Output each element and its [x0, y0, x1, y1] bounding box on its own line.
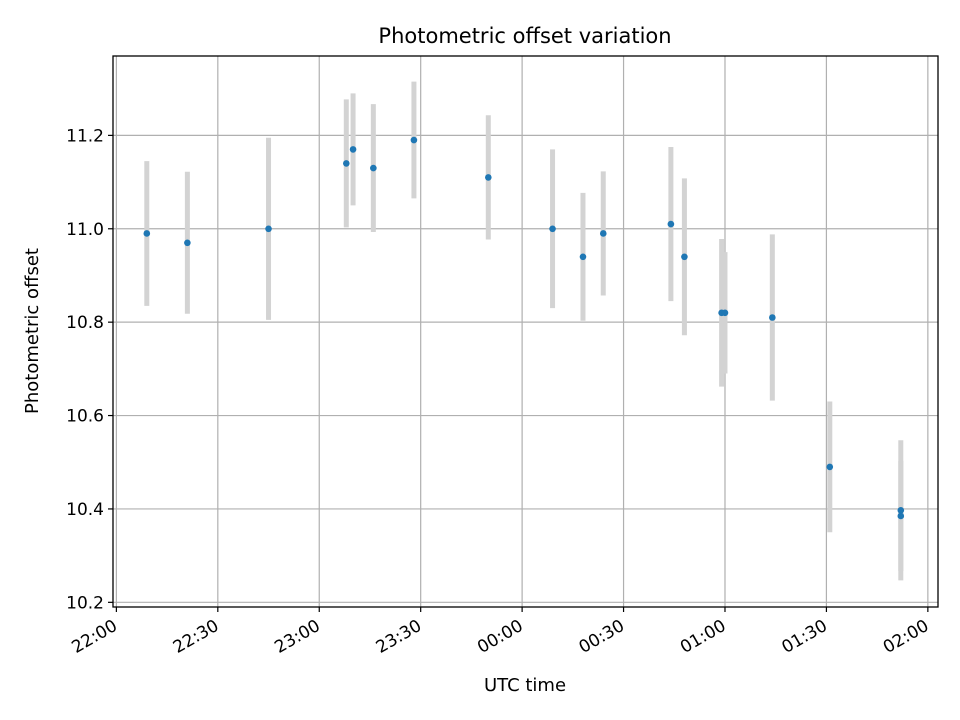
y-tick-label: 10.6 [66, 407, 104, 427]
x-axis-label: UTC time [484, 675, 566, 696]
data-point [143, 230, 151, 237]
data-point [265, 225, 272, 233]
x-tick-label: 01:00 [677, 616, 729, 658]
x-tick-label: 23:30 [373, 616, 425, 658]
grid [113, 56, 938, 607]
x-axis-ticks: 22:00 22:30 23:00 23:30 00:00 00:30 01:00 01:30… [68, 607, 932, 658]
data-point [349, 146, 357, 153]
y-tick-label: 10.2 [66, 593, 104, 613]
data-point [410, 136, 418, 144]
x-tick-label: 22:30 [170, 616, 222, 658]
data-point [769, 314, 776, 321]
y-axis-ticks: 10.2 10.4 10.6 10.8 11.0 11.2 [66, 126, 113, 613]
data-point [485, 174, 492, 181]
data-point [897, 507, 905, 514]
y-tick-label: 10.8 [66, 313, 104, 333]
y-tick-label: 10.4 [66, 500, 104, 520]
plot-frame [112, 55, 939, 608]
data-point [897, 512, 905, 520]
y-tick-label: 11.2 [66, 126, 104, 146]
data-point [579, 253, 587, 261]
data-point [667, 220, 675, 228]
data-point [342, 160, 350, 167]
data-point [599, 230, 607, 237]
data-point [826, 463, 834, 471]
data-point [721, 309, 729, 317]
y-tick-label: 11.0 [66, 220, 104, 240]
y-axis-label: Photometric offset [22, 248, 43, 414]
data-point [681, 253, 688, 261]
data-point [184, 239, 191, 247]
x-tick-label: 01:30 [778, 616, 830, 658]
x-tick-label: 00:00 [474, 616, 526, 658]
data-point [370, 164, 377, 172]
x-tick-label: 22:00 [68, 616, 120, 658]
x-tick-label: 23:00 [271, 616, 323, 658]
chart-title: Photometric offset variation [378, 24, 671, 48]
error-bars [144, 81, 904, 581]
x-tick-label: 00:30 [576, 616, 628, 658]
data-point [549, 225, 556, 233]
data-points [143, 136, 905, 520]
x-tick-label: 02:00 [880, 616, 932, 658]
